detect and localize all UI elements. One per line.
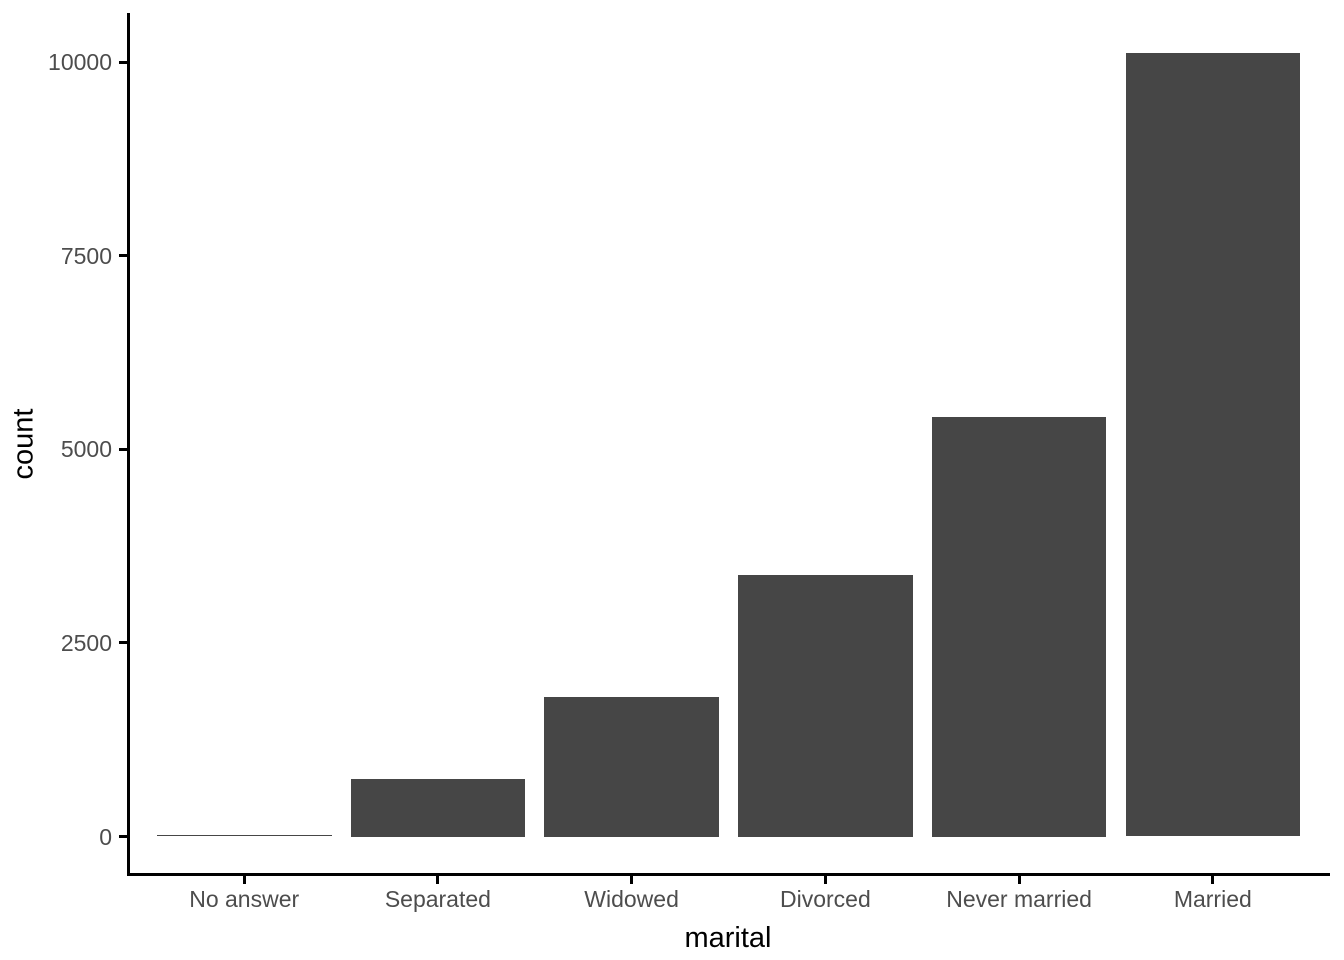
- y-tick-label: 0: [99, 823, 112, 850]
- y-axis-tick: [119, 254, 127, 258]
- y-tick-label: 5000: [60, 436, 112, 463]
- x-axis-tick: [823, 876, 827, 884]
- bar-widowed: [544, 696, 719, 837]
- x-tick-label: Separated: [384, 886, 491, 912]
- y-axis-tick: [119, 60, 127, 64]
- x-axis-tick: [242, 876, 246, 884]
- x-axis-line: [127, 873, 1330, 876]
- bar-married: [1125, 52, 1300, 837]
- x-axis-tick: [436, 876, 440, 884]
- x-tick-label: Widowed: [584, 886, 679, 912]
- x-tick-label: Married: [1173, 886, 1252, 912]
- bar-divorced: [738, 574, 913, 837]
- y-tick-label: 10000: [48, 49, 112, 75]
- y-tick-label: 7500: [60, 242, 112, 269]
- y-axis-title: count: [7, 408, 40, 480]
- bar-separated: [350, 779, 526, 837]
- y-axis-tick: [119, 835, 127, 838]
- x-axis-tick: [1211, 876, 1215, 884]
- x-tick-label: No answer: [189, 886, 300, 912]
- x-tick-label: Never married: [946, 886, 1092, 912]
- x-axis-tick: [630, 876, 634, 884]
- y-axis-tick: [119, 447, 127, 451]
- x-axis-title: marital: [684, 922, 772, 954]
- y-tick-label: 2500: [60, 629, 112, 656]
- bar-no-answer: [157, 835, 332, 837]
- y-axis-line: [127, 13, 130, 876]
- x-axis-tick: [1017, 876, 1021, 884]
- y-axis-tick: [119, 641, 127, 645]
- bar-never-married: [931, 417, 1107, 837]
- x-tick-label: Divorced: [780, 886, 871, 912]
